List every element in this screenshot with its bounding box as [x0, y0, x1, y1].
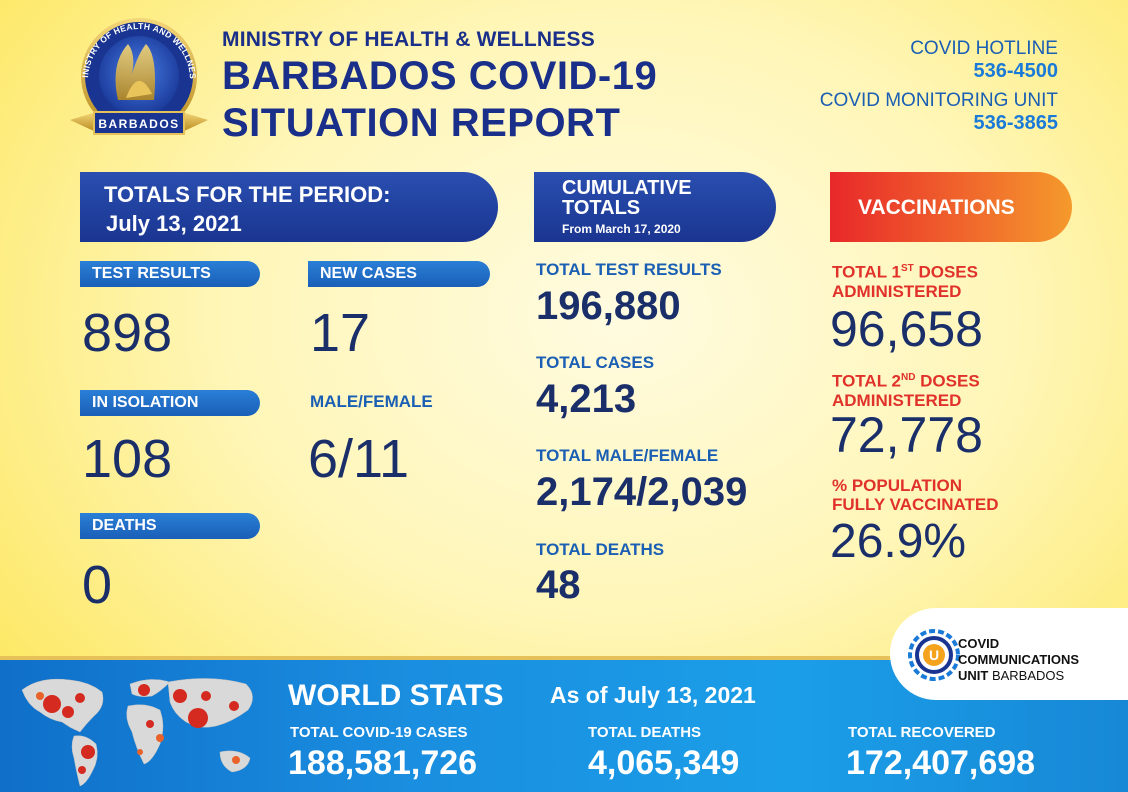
covid-hotline-number: 536-4500	[973, 60, 1058, 82]
total-test-results-value: 196,880	[536, 284, 681, 328]
world-deaths-value: 4,065,349	[588, 744, 740, 782]
total-test-results-label: TOTAL TEST RESULTS	[536, 260, 722, 279]
world-deaths-label: TOTAL DEATHS	[588, 724, 702, 741]
covid-communications-unit-logo: U COVID COMMUNICATIONS UNIT BARBADOS	[890, 608, 1128, 700]
period-date: July 13, 2021	[106, 211, 242, 236]
world-recovered-label: TOTAL RECOVERED	[848, 724, 996, 741]
world-recovered-value: 172,407,698	[846, 744, 1036, 782]
total-male-female-value: 2,174/2,039	[536, 470, 748, 514]
monitoring-unit-number: 536-3865	[973, 112, 1058, 134]
new-cases-label: NEW CASES	[308, 261, 490, 287]
period-title: TOTALS FOR THE PERIOD:	[104, 182, 391, 207]
total-cases-value: 4,213	[536, 377, 637, 421]
page-title-line2: SITUATION REPORT	[222, 101, 621, 145]
ccu-line3: UNIT BARBADOS	[958, 668, 1065, 683]
test-results-value: 898	[82, 303, 173, 363]
ccu-line2: COMMUNICATIONS	[958, 652, 1080, 667]
ccu-line1: COVID	[958, 636, 1000, 651]
virus-ring-icon: U	[908, 629, 960, 681]
world-stats-title: WORLD STATS	[288, 679, 504, 712]
world-map-icon	[21, 678, 253, 787]
period-banner: TOTALS FOR THE PERIOD: July 13, 2021	[80, 172, 498, 242]
deaths-value: 0	[82, 555, 113, 615]
svg-text:U: U	[929, 647, 939, 663]
total-deaths-label: TOTAL DEATHS	[536, 540, 665, 559]
male-female-label: MALE/FEMALE	[310, 392, 433, 411]
world-cases-value: 188,581,726	[288, 744, 478, 782]
fully-vaccinated-value: 26.9%	[830, 515, 967, 568]
second-doses-label: TOTAL 2ND DOSES ADMINISTERED	[832, 371, 980, 410]
total-male-female-label: TOTAL MALE/FEMALE	[536, 446, 719, 465]
monitoring-unit-label: COVID MONITORING UNIT	[819, 90, 1058, 111]
deaths-label: DEATHS	[80, 513, 260, 539]
cumulative-title-line2: TOTALS	[562, 197, 641, 219]
vaccinations-banner: VACCINATIONS	[830, 172, 1072, 242]
cumulative-title-line1: CUMULATIVE	[562, 177, 692, 199]
first-doses-label: TOTAL 1ST DOSES ADMINISTERED	[832, 262, 978, 301]
test-results-label: TEST RESULTS	[80, 261, 260, 287]
world-stats-date: As of July 13, 2021	[550, 682, 756, 708]
total-deaths-value: 48	[536, 563, 581, 607]
ministry-seal-logo: MINISTRY OF HEALTH AND WELLNESS BARBADOS	[66, 14, 208, 135]
new-cases-value: 17	[310, 303, 371, 363]
vaccinations-title: VACCINATIONS	[858, 196, 1015, 219]
world-cases-label: TOTAL COVID-19 CASES	[290, 724, 468, 741]
ministry-name: MINISTRY OF HEALTH & WELLNESS	[222, 28, 595, 51]
male-female-value: 6/11	[308, 429, 410, 489]
second-doses-value: 72,778	[830, 407, 983, 463]
cumulative-banner: CUMULATIVE TOTALS From March 17, 2020	[534, 172, 776, 242]
total-cases-label: TOTAL CASES	[536, 353, 655, 372]
first-doses-value: 96,658	[830, 301, 983, 357]
fully-vaccinated-label: % POPULATION FULLY VACCINATED	[832, 476, 999, 514]
cumulative-since: From March 17, 2020	[562, 222, 681, 236]
page-title-line1: BARBADOS COVID-19	[222, 54, 658, 98]
isolation-value: 108	[82, 429, 173, 489]
covid-hotline-label: COVID HOTLINE	[910, 38, 1058, 59]
isolation-label: IN ISOLATION	[80, 390, 260, 416]
seal-ribbon-text: BARBADOS	[98, 117, 179, 131]
